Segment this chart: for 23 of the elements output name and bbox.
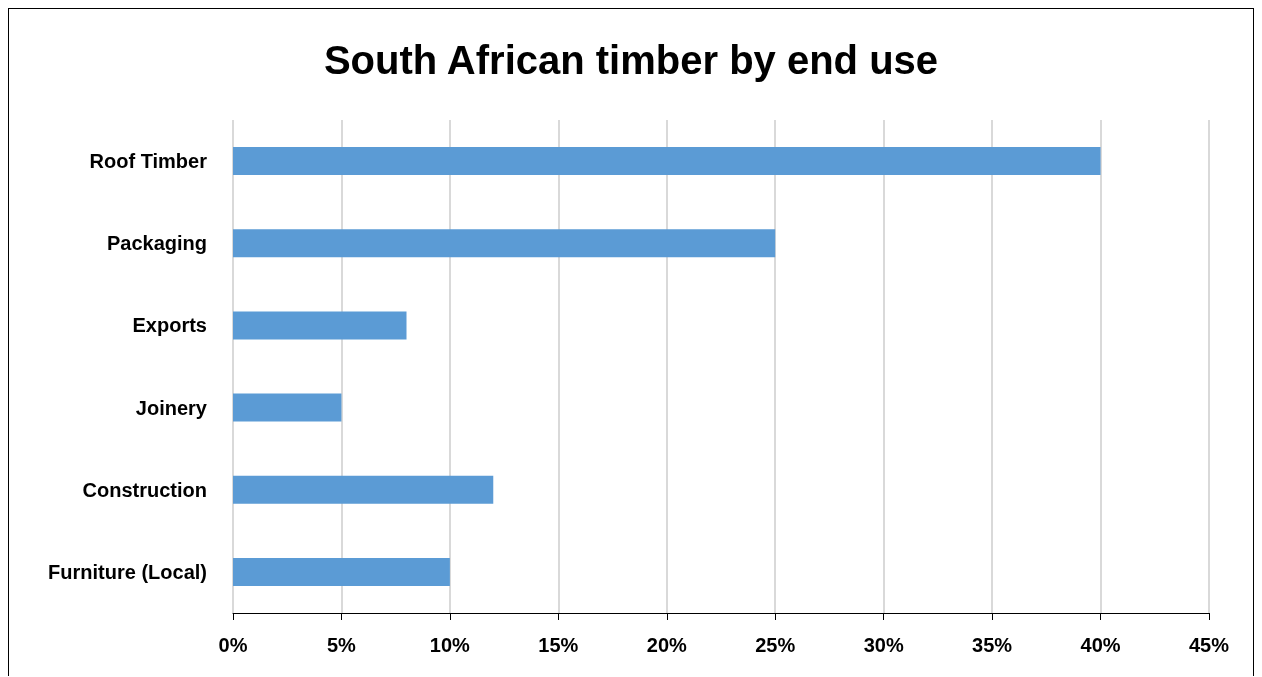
x-tick-label: 20%	[646, 634, 688, 656]
bar	[233, 147, 1101, 176]
bar	[233, 393, 342, 422]
x-tick-label: 15%	[538, 634, 579, 656]
bar	[233, 557, 450, 586]
x-tick-label: 30%	[863, 634, 904, 656]
y-tick-label: Joinery	[135, 396, 208, 419]
x-tick-label: 35%	[972, 634, 1013, 656]
x-tick-label: 10%	[429, 634, 471, 656]
y-tick-label: Construction	[82, 478, 207, 501]
y-tick-label: Exports	[132, 314, 207, 337]
bar	[233, 311, 407, 340]
x-tick-label: 0%	[218, 634, 248, 656]
y-tick-label: Furniture (Local)	[48, 560, 207, 583]
y-tick-label: Packaging	[106, 232, 207, 255]
x-tick-label: 45%	[1188, 634, 1230, 656]
chart-title: South African timber by end use	[323, 38, 939, 82]
bar	[233, 475, 494, 504]
x-tick-label: 5%	[326, 634, 357, 656]
bar	[233, 229, 776, 258]
x-tick-label: 25%	[755, 634, 796, 656]
x-tick-label: 40%	[1080, 634, 1121, 656]
y-tick-label: Roof Timber	[89, 150, 208, 173]
